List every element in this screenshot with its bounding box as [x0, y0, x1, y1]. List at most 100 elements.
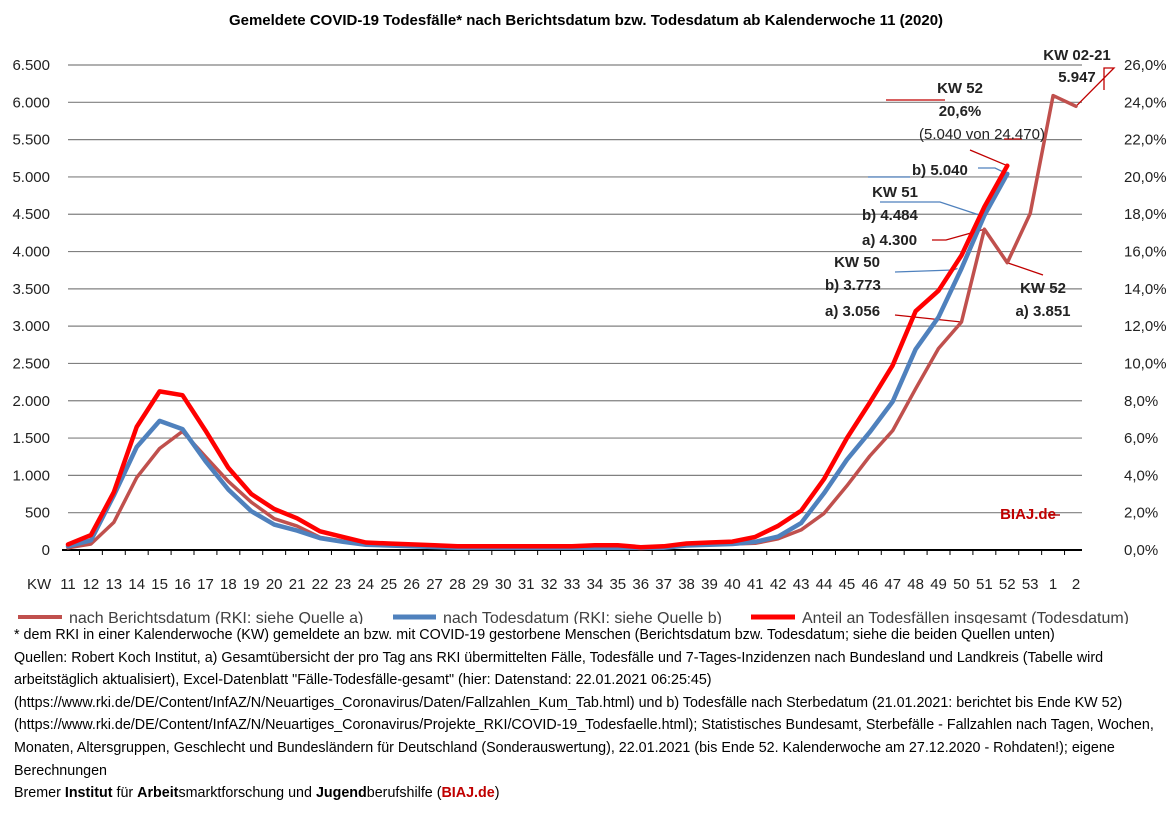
x-tick-label: 36 — [632, 576, 649, 593]
annotation-kw50-label: KW 50 — [834, 254, 880, 271]
x-tick-label: 49 — [930, 576, 947, 593]
publisher-bold: Institut — [64, 785, 113, 802]
x-tick-label: 50 — [953, 576, 970, 593]
source-notes: * dem RKI in einer Kalenderwoche (KW) ge… — [14, 624, 1160, 805]
leader-kw52-share — [886, 99, 1022, 167]
x-tick-label: 14 — [128, 576, 145, 593]
y-right-tick-label: 26,0% — [1124, 57, 1167, 74]
x-tick-label: 26 — [403, 576, 420, 593]
leader-kw52-a — [1007, 262, 1044, 276]
x-tick-label: 52 — [999, 576, 1016, 593]
leader-kw2 — [1075, 67, 1116, 107]
x-tick-label: 19 — [243, 576, 260, 593]
y-right-tick-label: 2,0% — [1124, 505, 1158, 522]
x-tick-label: 12 — [83, 576, 100, 593]
x-tick-label: 13 — [105, 576, 122, 593]
x-tick-label: 15 — [151, 576, 168, 593]
y-left-tick-label: 2.500 — [12, 355, 50, 372]
x-tick-label: 16 — [174, 576, 191, 593]
publisher-bold: Jugend — [315, 785, 367, 802]
annotation-kw52-share-value: 20,6% — [939, 103, 982, 120]
chart: Gemeldete COVID-19 Todesfälle* nach Beri… — [12, 12, 1167, 624]
x-tick-label: 11 — [60, 576, 76, 593]
annotation-kw52-share-detail: (5.040 von 24.470) — [919, 126, 1045, 143]
x-tick-label: 22 — [312, 576, 329, 593]
y-left-tick-label: 4.500 — [12, 206, 50, 223]
x-tick-label: 51 — [976, 576, 993, 593]
x-tick-label: 30 — [495, 576, 512, 593]
brand-label: BIAJ.de — [1000, 506, 1056, 523]
x-tick-label: 45 — [839, 576, 856, 593]
y-right-tick-label: 16,0% — [1124, 244, 1167, 261]
x-tick-label: 43 — [793, 576, 810, 593]
footnote: * dem RKI in einer Kalenderwoche (KW) ge… — [14, 627, 1055, 643]
annotation-kw50-a: a) 3.056 — [825, 303, 880, 320]
x-tick-label: 53 — [1022, 576, 1039, 593]
x-tick-label: 40 — [724, 576, 741, 593]
y-right-tick-label: 22,0% — [1124, 132, 1167, 149]
publisher-text: berufshilfe ( — [366, 785, 442, 802]
y-left-tick-label: 5.500 — [12, 132, 50, 149]
x-tick-label: 34 — [587, 576, 604, 593]
x-tick-label: 37 — [655, 576, 672, 593]
x-tick-label: 20 — [266, 576, 283, 593]
annotation-kw51-label: KW 51 — [872, 184, 918, 201]
y-right-tick-label: 8,0% — [1124, 393, 1158, 410]
x-axis-label: KW — [27, 576, 52, 593]
gridlines — [68, 64, 1082, 514]
y-left-tick-label: 6.000 — [12, 94, 50, 111]
annotation-b5040: b) 5.040 — [912, 162, 968, 179]
annotation-kw2-label: KW 02-21 — [1043, 47, 1111, 64]
y-right-tick-label: 0,0% — [1124, 542, 1158, 559]
x-tick-label: 35 — [609, 576, 626, 593]
sources-text: Quellen: Robert Koch Institut, a) Gesamt… — [14, 649, 1154, 779]
x-tick-label: 21 — [289, 576, 306, 593]
publisher-text: Bremer — [14, 785, 65, 802]
y-right-tick-label: 24,0% — [1124, 94, 1167, 111]
x-tick-label: 32 — [541, 576, 558, 593]
x-tick-label: 46 — [861, 576, 878, 593]
x-tick-label: 17 — [197, 576, 214, 593]
annotation-kw50-b: b) 3.773 — [825, 277, 881, 294]
annotation-kw51-a: a) 4.300 — [862, 232, 917, 249]
x-tick-label: 48 — [907, 576, 924, 593]
y-left-tick-label: 500 — [25, 505, 50, 522]
x-axis: 11 12 13 14 15 16 17 18 19 20 21 22 23 24 25 26 27 28 29 30… — [60, 549, 1082, 593]
annotation-kw52-share-label: KW 52 — [937, 80, 983, 97]
y-left-tick-label: 1.000 — [12, 467, 50, 484]
publisher-text: für — [112, 785, 138, 802]
x-tick-label: 27 — [426, 576, 443, 593]
publisher-bold: Arbeit — [137, 785, 179, 802]
x-tick-label: 39 — [701, 576, 718, 593]
x-tick-label: 29 — [472, 576, 489, 593]
x-tick-label: 1 — [1049, 576, 1057, 593]
y-left-tick-label: 5.000 — [12, 169, 50, 186]
publisher-line: Bremer Institut für Arbeitsmarktforschun… — [14, 782, 1160, 805]
publisher-brand: BIAJ.de — [441, 785, 495, 802]
y-right-tick-label: 20,0% — [1124, 169, 1167, 186]
x-tick-label: 18 — [220, 576, 237, 593]
leader-kw50-a — [894, 314, 962, 323]
x-tick-label: 33 — [564, 576, 581, 593]
y-left-tick-label: 6.500 — [12, 57, 50, 74]
series-anteil-line — [65, 163, 1010, 550]
annotation-kw52-a-value: a) 3.851 — [1015, 303, 1070, 320]
y-axis-left-labels: 0 500 1.000 1.500 2.000 2.500 3.000 3.500 4.000 4… — [12, 57, 50, 559]
leader-kw50-b — [894, 267, 958, 273]
x-tick-label: 31 — [518, 576, 535, 593]
publisher-text: ) — [494, 785, 500, 802]
x-tick-label: 28 — [449, 576, 466, 593]
x-tick-label: 23 — [335, 576, 352, 593]
annotation-kw52-a-label: KW 52 — [1020, 280, 1066, 297]
series-todesdatum-line — [65, 171, 1010, 551]
x-tick-label: 41 — [747, 576, 764, 593]
y-left-tick-label: 4.000 — [12, 244, 50, 261]
legend-label-todesdatum: nach Todesdatum (RKI: siehe Quelle b) — [443, 610, 722, 624]
y-left-tick-label: 3.000 — [12, 318, 50, 335]
chart-title: Gemeldete COVID-19 Todesfälle* nach Beri… — [229, 12, 943, 29]
annotation-kw2-value: 5.947 — [1058, 69, 1096, 86]
annotation-kw51-b: b) 4.484 — [862, 207, 919, 224]
y-right-tick-label: 18,0% — [1124, 206, 1167, 223]
legend-label-berichtsdatum: nach Berichtsdatum (RKI: siehe Quelle a) — [69, 610, 363, 624]
y-right-tick-label: 4,0% — [1124, 467, 1158, 484]
